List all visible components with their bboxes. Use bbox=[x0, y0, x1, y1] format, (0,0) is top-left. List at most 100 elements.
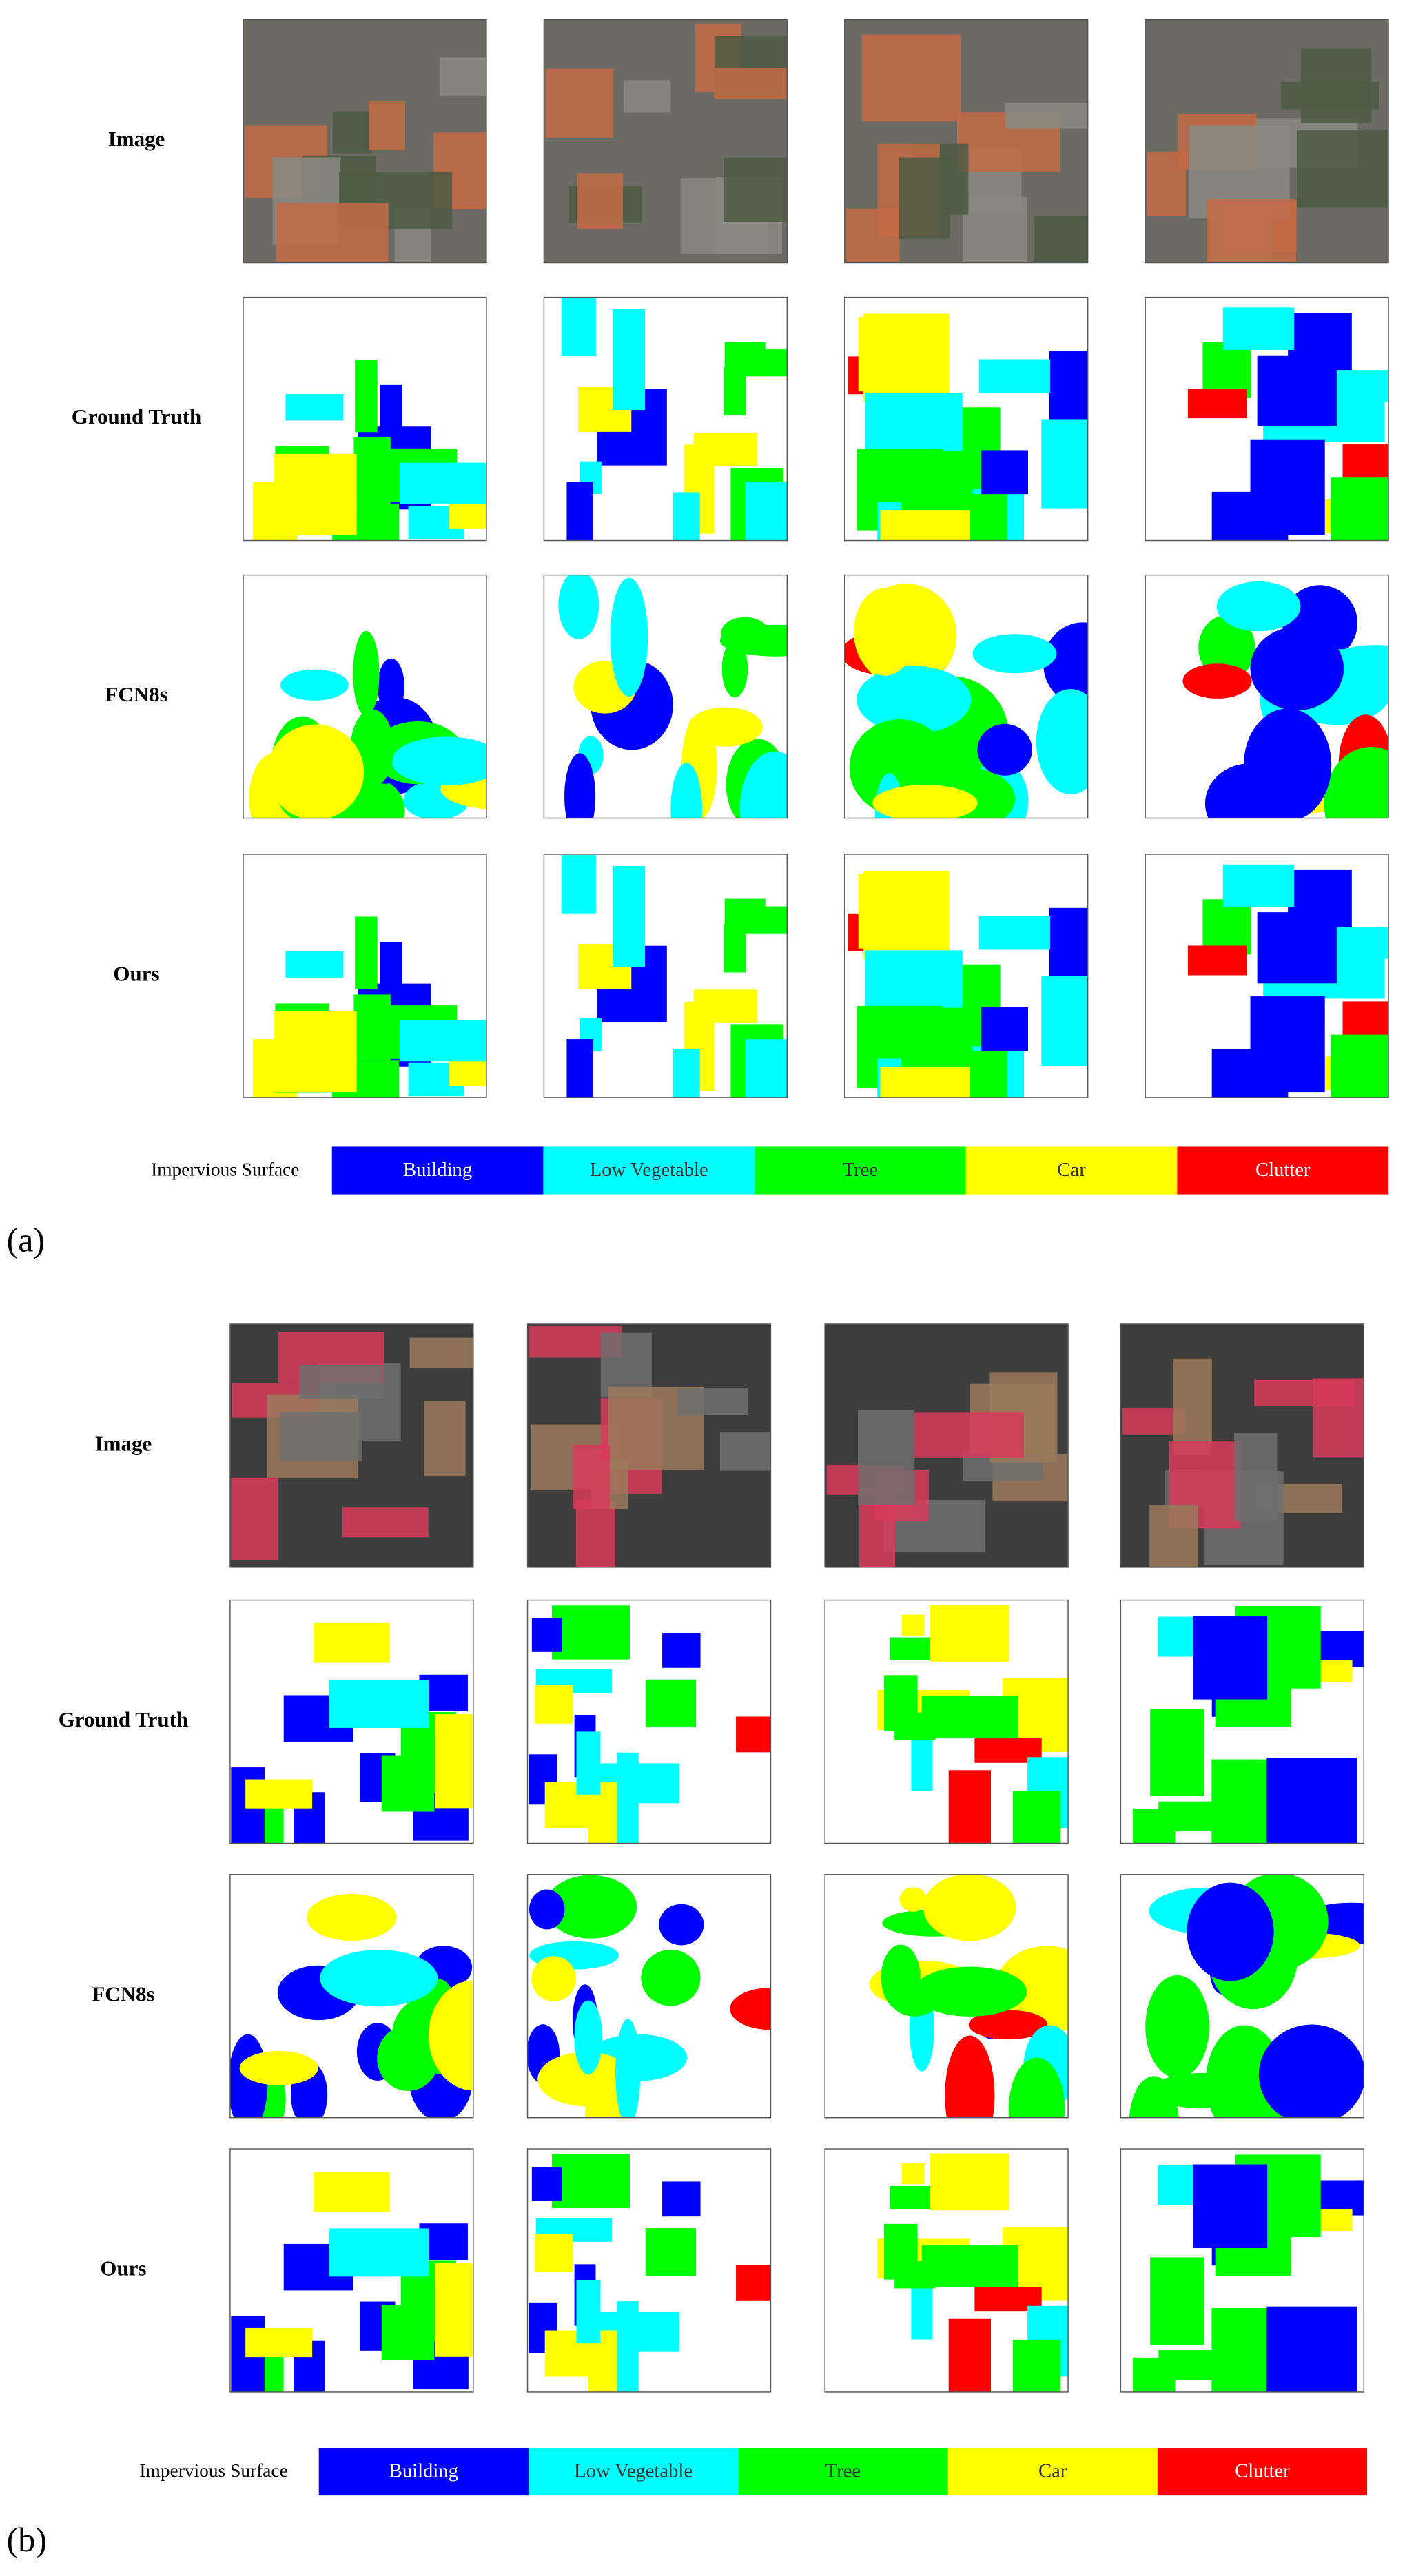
seg-block bbox=[901, 2163, 925, 2185]
aerial-image bbox=[1120, 1323, 1365, 1568]
seg-blob bbox=[378, 658, 404, 714]
seg-block bbox=[894, 1712, 935, 1740]
seg-blob bbox=[857, 666, 972, 734]
seg-blob bbox=[428, 1980, 473, 2091]
seg-block bbox=[880, 1067, 970, 1098]
tile-content bbox=[544, 19, 788, 263]
image-patch bbox=[1005, 103, 1088, 129]
legend-swatch bbox=[965, 1146, 1178, 1195]
seg-block bbox=[379, 942, 403, 990]
seg-block bbox=[1150, 2257, 1205, 2345]
tile-content bbox=[544, 854, 788, 1098]
segmentation-map bbox=[543, 296, 788, 542]
seg-blob bbox=[977, 723, 1032, 776]
legend-entry: Car bbox=[1057, 1160, 1086, 1181]
seg-block bbox=[1222, 307, 1295, 350]
row-label: Ours bbox=[113, 962, 159, 986]
segmentation-map bbox=[526, 1874, 772, 2119]
tile-border bbox=[229, 1323, 474, 1568]
tile-content bbox=[1120, 2149, 1364, 2392]
seg-block bbox=[921, 1696, 1018, 1739]
seg-block bbox=[1193, 1616, 1268, 1700]
tile-content bbox=[1120, 1600, 1364, 1844]
image-patch bbox=[1281, 81, 1379, 110]
seg-block bbox=[274, 453, 357, 535]
seg-block bbox=[588, 1798, 620, 1844]
image-patch bbox=[719, 1431, 771, 1471]
image-patch bbox=[342, 1506, 429, 1538]
legend-swatch bbox=[947, 2448, 1158, 2496]
seg-block bbox=[1187, 945, 1247, 976]
image-patch bbox=[440, 57, 486, 97]
seg-blob bbox=[531, 1956, 576, 2001]
tile-border bbox=[543, 19, 788, 264]
panel-label: (a) bbox=[7, 1221, 45, 1259]
legend-swatch bbox=[1177, 1146, 1389, 1195]
seg-blob bbox=[641, 1949, 701, 2006]
image-patch bbox=[861, 34, 961, 122]
seg-blob bbox=[610, 577, 648, 697]
seg-block bbox=[617, 2301, 639, 2392]
seg-block bbox=[1257, 912, 1337, 984]
seg-block bbox=[1049, 351, 1088, 422]
segmentation-map bbox=[1120, 1874, 1365, 2119]
tile-border bbox=[543, 574, 788, 819]
segmentation-map bbox=[243, 296, 487, 542]
seg-block bbox=[313, 2172, 390, 2212]
seg-blob bbox=[564, 753, 596, 818]
legend-swatch bbox=[1157, 2448, 1368, 2496]
seg-block bbox=[981, 450, 1029, 495]
segmentation-map bbox=[844, 854, 1089, 1098]
image-patch bbox=[963, 196, 1027, 263]
seg-block bbox=[576, 2280, 601, 2344]
seg-blob bbox=[923, 1874, 1016, 1941]
seg-block bbox=[1193, 2164, 1268, 2248]
tile-border bbox=[526, 1874, 772, 2119]
row-label: Ground Truth bbox=[59, 1707, 189, 1731]
tile-border bbox=[243, 19, 487, 264]
image-patch bbox=[279, 1412, 362, 1461]
tile-border bbox=[229, 2148, 474, 2393]
seg-block bbox=[435, 2263, 473, 2357]
seg-blob bbox=[1043, 622, 1088, 705]
seg-block bbox=[645, 2228, 697, 2276]
aerial-image bbox=[543, 19, 788, 264]
seg-block bbox=[561, 855, 596, 914]
tile-content bbox=[544, 297, 788, 541]
tile-border bbox=[1120, 2148, 1365, 2393]
tile-border bbox=[844, 854, 1089, 1098]
image-patch bbox=[624, 80, 670, 113]
seg-block bbox=[381, 2304, 435, 2360]
tile-border bbox=[844, 19, 1089, 264]
tile-content bbox=[1120, 1323, 1364, 1567]
seg-block bbox=[355, 360, 378, 433]
seg-blob bbox=[391, 736, 486, 786]
seg-blob bbox=[1250, 626, 1344, 711]
tile-border bbox=[1145, 574, 1389, 819]
seg-block bbox=[274, 1011, 357, 1093]
panel-label: (b) bbox=[7, 2520, 47, 2559]
tile-border bbox=[243, 574, 487, 819]
seg-block bbox=[724, 898, 766, 926]
image-patch bbox=[577, 173, 624, 229]
seg-blob bbox=[558, 575, 599, 639]
segmentation-map bbox=[824, 2148, 1069, 2393]
tile-border bbox=[1120, 1323, 1365, 1568]
image-patch bbox=[1033, 216, 1088, 263]
legend-entry: Car bbox=[1038, 2460, 1067, 2482]
seg-block bbox=[1041, 419, 1088, 509]
seg-blob bbox=[1324, 747, 1389, 818]
seg-block bbox=[535, 2234, 573, 2273]
segmentation-map bbox=[543, 574, 788, 819]
seg-block bbox=[613, 309, 646, 411]
seg-block bbox=[329, 1679, 429, 1728]
image-patch bbox=[858, 1410, 915, 1505]
tile-border bbox=[824, 2148, 1069, 2393]
seg-blob bbox=[280, 669, 349, 701]
seg-block bbox=[858, 317, 912, 392]
seg-block bbox=[1041, 976, 1088, 1066]
seg-block bbox=[1158, 1801, 1245, 1832]
seg-blob bbox=[730, 1988, 771, 2030]
seg-blob bbox=[670, 763, 702, 818]
seg-block bbox=[329, 2228, 429, 2277]
